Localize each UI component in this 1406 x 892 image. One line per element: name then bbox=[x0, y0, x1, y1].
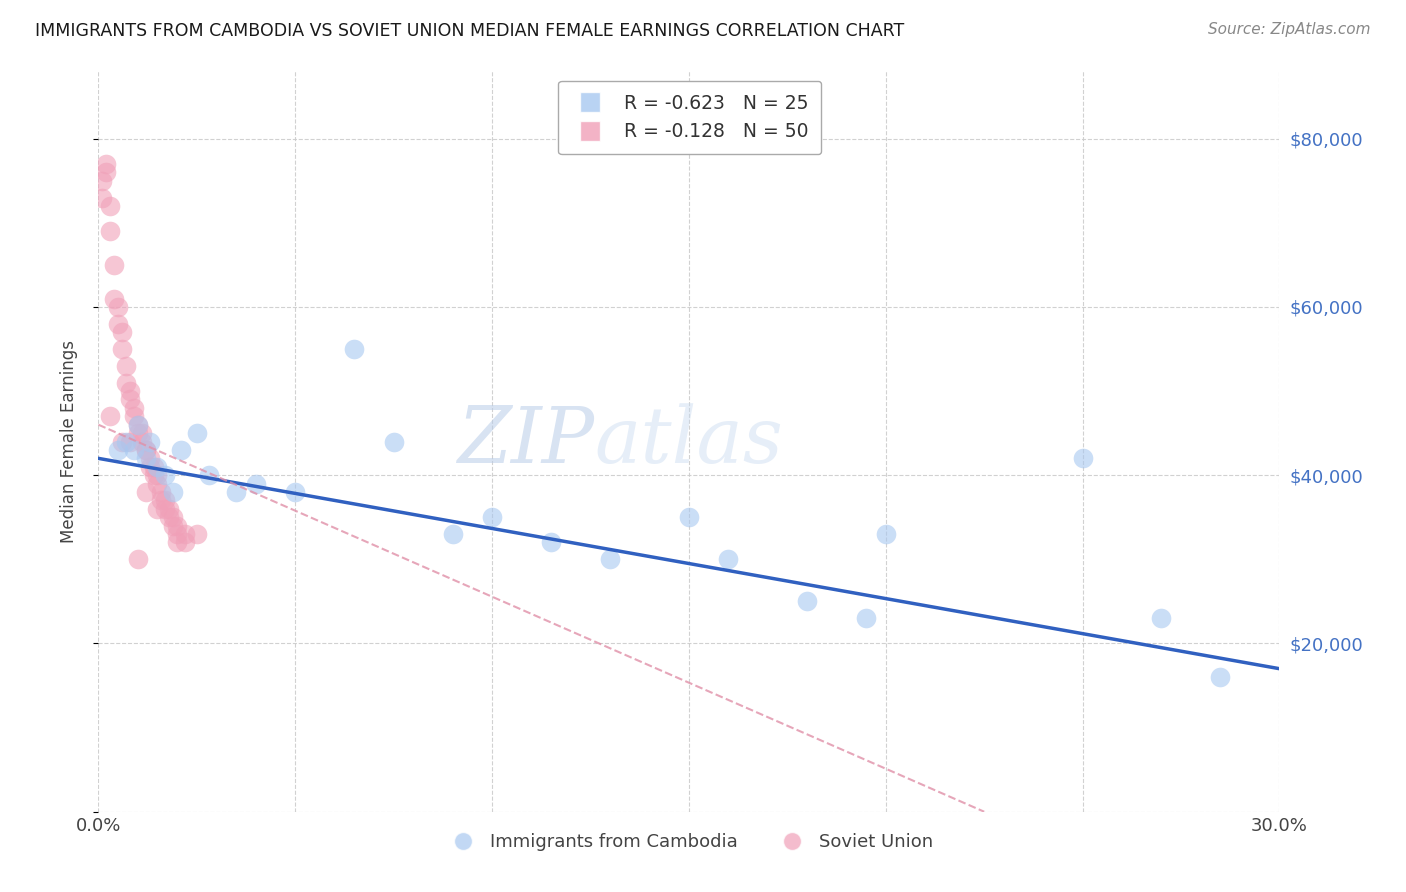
Point bbox=[138, 451, 160, 466]
Point bbox=[111, 325, 134, 339]
Point bbox=[138, 434, 160, 449]
Point bbox=[166, 518, 188, 533]
Point bbox=[127, 426, 149, 441]
Point bbox=[98, 199, 121, 213]
Point bbox=[284, 485, 307, 500]
Point bbox=[157, 501, 180, 516]
Point bbox=[131, 434, 153, 449]
Point bbox=[118, 434, 141, 449]
Point bbox=[540, 535, 562, 549]
Point bbox=[142, 459, 165, 474]
Point bbox=[91, 190, 114, 204]
Point bbox=[162, 485, 184, 500]
Point bbox=[225, 485, 247, 500]
Point bbox=[796, 594, 818, 608]
Point bbox=[155, 468, 177, 483]
Point bbox=[118, 392, 141, 407]
Point bbox=[103, 258, 125, 272]
Text: atlas: atlas bbox=[595, 403, 783, 480]
Point bbox=[111, 434, 134, 449]
Point bbox=[170, 442, 193, 457]
Point bbox=[135, 451, 157, 466]
Point bbox=[197, 468, 219, 483]
Point bbox=[186, 426, 208, 441]
Point bbox=[162, 518, 184, 533]
Point bbox=[1209, 670, 1232, 684]
Text: ZIP: ZIP bbox=[457, 403, 595, 480]
Point bbox=[103, 292, 125, 306]
Point bbox=[98, 224, 121, 238]
Point bbox=[127, 417, 149, 432]
Point bbox=[162, 510, 184, 524]
Point bbox=[135, 485, 157, 500]
Point bbox=[166, 535, 188, 549]
Point bbox=[146, 476, 169, 491]
Point bbox=[146, 468, 169, 483]
Point bbox=[157, 510, 180, 524]
Point bbox=[122, 409, 145, 424]
Text: IMMIGRANTS FROM CAMBODIA VS SOVIET UNION MEDIAN FEMALE EARNINGS CORRELATION CHAR: IMMIGRANTS FROM CAMBODIA VS SOVIET UNION… bbox=[35, 22, 904, 40]
Point bbox=[1071, 451, 1094, 466]
Point bbox=[98, 409, 121, 424]
Point bbox=[174, 527, 197, 541]
Point bbox=[138, 459, 160, 474]
Point bbox=[481, 510, 503, 524]
Point bbox=[135, 442, 157, 457]
Point bbox=[115, 376, 138, 390]
Point bbox=[717, 552, 740, 566]
Legend: Immigrants from Cambodia, Soviet Union: Immigrants from Cambodia, Soviet Union bbox=[437, 826, 941, 858]
Point bbox=[135, 442, 157, 457]
Point bbox=[1150, 611, 1173, 625]
Point bbox=[127, 417, 149, 432]
Point bbox=[382, 434, 405, 449]
Point bbox=[127, 552, 149, 566]
Point bbox=[107, 300, 129, 314]
Point bbox=[122, 401, 145, 415]
Point bbox=[115, 359, 138, 373]
Point bbox=[118, 384, 141, 398]
Point bbox=[855, 611, 877, 625]
Point bbox=[107, 317, 129, 331]
Point bbox=[115, 434, 138, 449]
Point bbox=[166, 527, 188, 541]
Point bbox=[107, 442, 129, 457]
Point bbox=[96, 157, 118, 171]
Point bbox=[875, 527, 897, 541]
Point bbox=[150, 493, 173, 508]
Text: Source: ZipAtlas.com: Source: ZipAtlas.com bbox=[1208, 22, 1371, 37]
Point bbox=[599, 552, 621, 566]
Point bbox=[146, 501, 169, 516]
Point bbox=[91, 174, 114, 188]
Point bbox=[343, 342, 366, 356]
Point bbox=[245, 476, 267, 491]
Point bbox=[155, 493, 177, 508]
Point bbox=[678, 510, 700, 524]
Point bbox=[111, 342, 134, 356]
Point bbox=[122, 442, 145, 457]
Point bbox=[155, 501, 177, 516]
Point bbox=[146, 459, 169, 474]
Y-axis label: Median Female Earnings: Median Female Earnings bbox=[59, 340, 77, 543]
Point bbox=[131, 426, 153, 441]
Point bbox=[174, 535, 197, 549]
Point bbox=[441, 527, 464, 541]
Point bbox=[150, 485, 173, 500]
Point bbox=[186, 527, 208, 541]
Point bbox=[142, 468, 165, 483]
Point bbox=[96, 165, 118, 179]
